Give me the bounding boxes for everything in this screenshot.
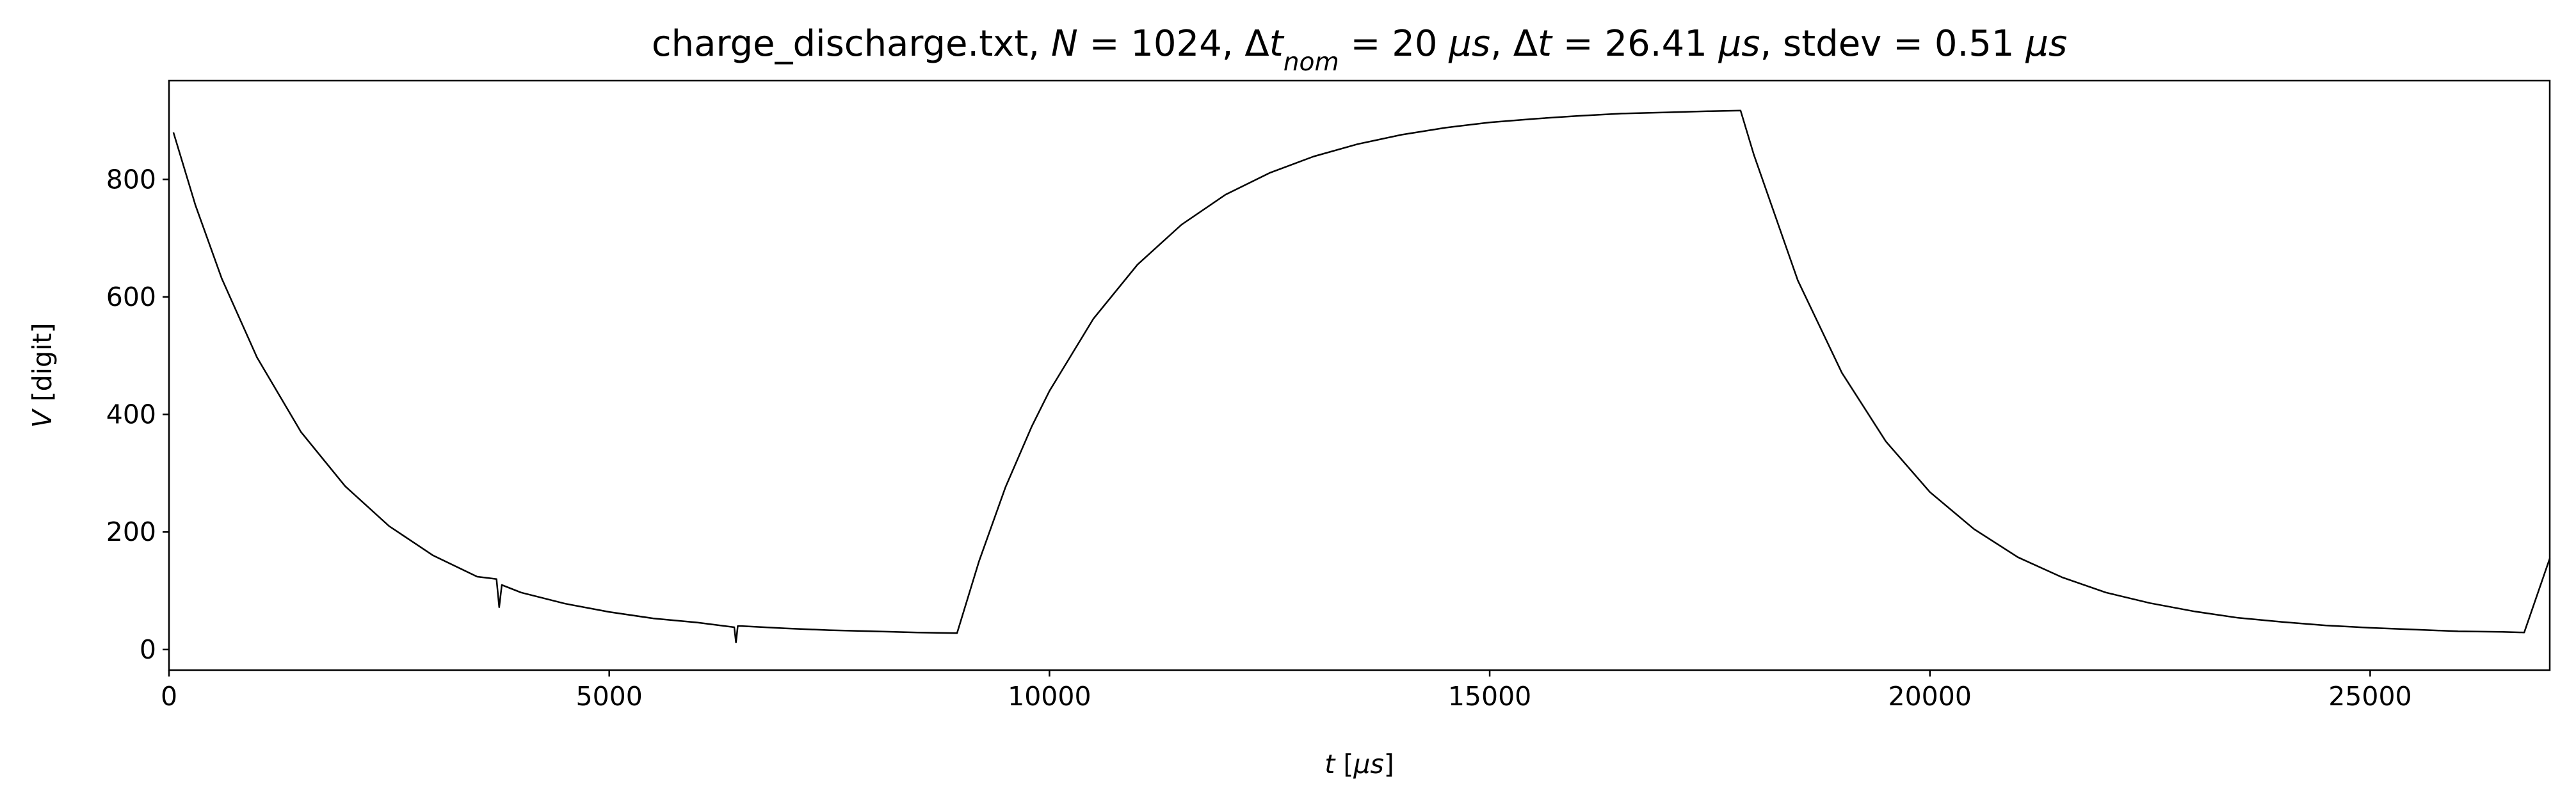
x-tick-label: 0 [161, 681, 177, 712]
x-tick-label: 10000 [1008, 681, 1091, 712]
chart-title-part: = 26.41 [1552, 23, 1719, 65]
y-tick-label: 800 [106, 164, 156, 195]
chart-title-part: = 1024, Δ [1078, 23, 1269, 65]
chart-title-part: , Δ [1490, 23, 1538, 65]
chart-title-part: t [1269, 23, 1285, 65]
x-tick-label: 20000 [1888, 681, 1972, 712]
chart-title-part: = 20 [1339, 23, 1449, 65]
chart-title-part: μs [2025, 23, 2067, 65]
chart-title-part: nom [1284, 48, 1339, 77]
chart-title-part: μs [1718, 23, 1760, 65]
x-axis-label: t [μs] [1324, 749, 1394, 780]
y-tick-label: 200 [106, 517, 156, 547]
chart-title-part: charge_discharge.txt, [652, 23, 1051, 65]
x-tick-label: 5000 [576, 681, 643, 712]
x-axis-label-part: μs [1353, 749, 1383, 780]
y-tick-label: 600 [106, 282, 156, 312]
y-tick-label: 0 [140, 634, 156, 665]
y-axis-label: V [digit] [27, 323, 58, 428]
x-axis-label-part: t [1324, 749, 1336, 780]
chart-title-part: μs [1448, 23, 1490, 65]
x-tick-label: 15000 [1448, 681, 1531, 712]
plot-frame [168, 79, 2551, 671]
x-axis-label-part: ] [1384, 749, 1394, 780]
chart-title-part: N [1051, 23, 1078, 65]
chart-title-part: t [1538, 23, 1553, 65]
x-axis-label-part: [ [1335, 749, 1353, 780]
y-axis-label-part: V [27, 408, 58, 428]
x-tick-label: 25000 [2328, 681, 2411, 712]
y-tick-label: 400 [106, 399, 156, 430]
chart-title-part: , stdev = 0.51 [1760, 23, 2025, 65]
y-axis-label-part: [digit] [27, 323, 58, 410]
data-line [172, 109, 2551, 644]
chart-title: charge_discharge.txt, N = 1024, Δtnom = … [652, 23, 2067, 77]
